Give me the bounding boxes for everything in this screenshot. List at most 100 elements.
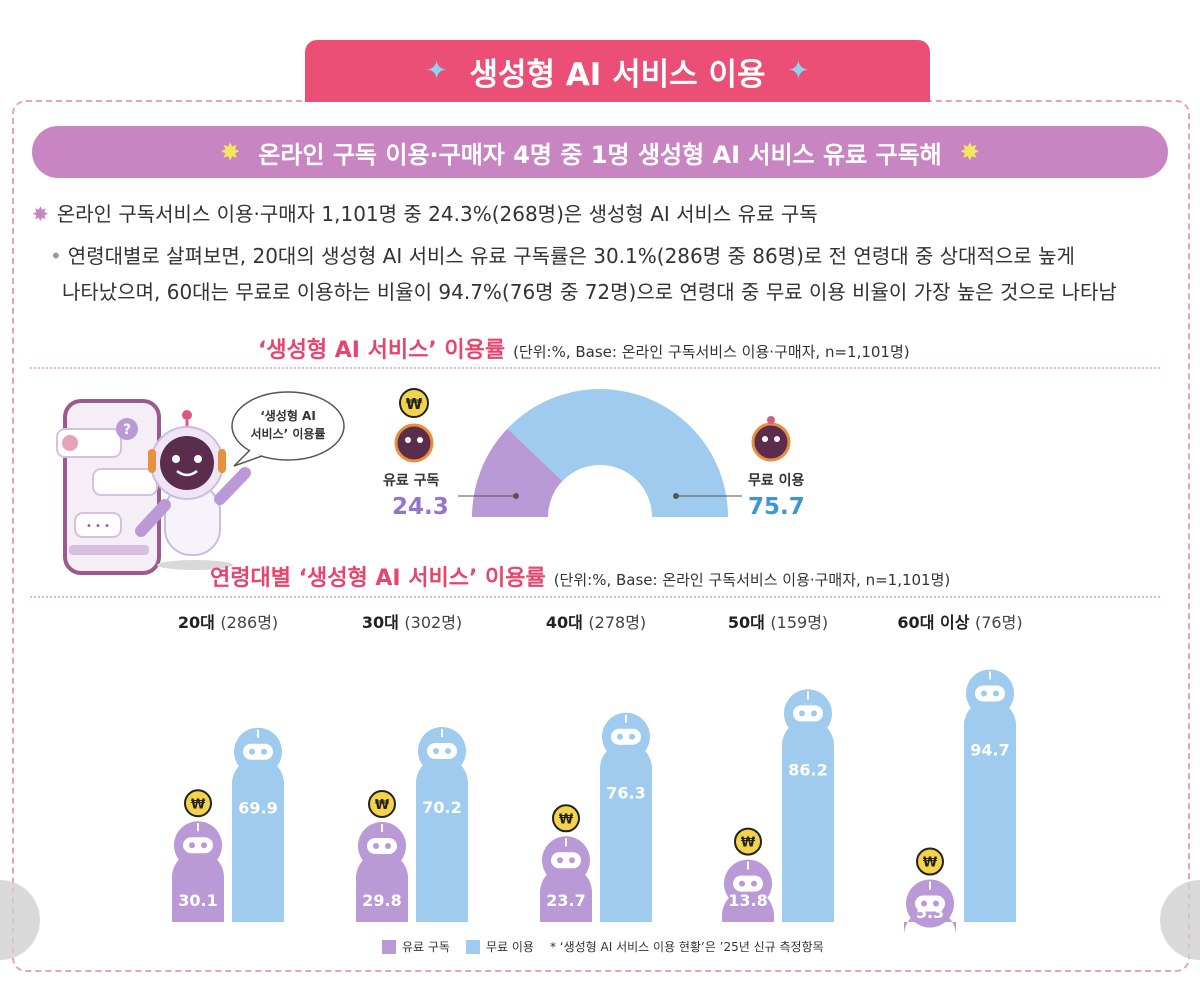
summary-bullet: ✸ 온라인 구독서비스 이용·구매자 1,101명 중 24.3%(268명)은 … bbox=[32, 198, 818, 227]
robot-eye bbox=[433, 748, 439, 755]
bar-value-paid: 30.1 bbox=[178, 891, 217, 910]
robot-eye bbox=[201, 842, 207, 849]
sparkle-icon: ✦ bbox=[787, 56, 810, 86]
section-title-text: 연령대별 ‘생성형 AI 서비스’ 이용률 bbox=[210, 566, 546, 591]
robot-face-icon bbox=[243, 743, 273, 760]
paid-value: 24.3 bbox=[392, 494, 449, 520]
bullet-dot-icon: • bbox=[50, 244, 62, 268]
bar-value-paid: 23.7 bbox=[546, 891, 585, 910]
sparkle-icon: ✦ bbox=[425, 56, 448, 86]
robot-eye bbox=[557, 857, 563, 864]
user-avatar-icon bbox=[62, 435, 78, 451]
robot-eye bbox=[933, 900, 939, 907]
overall-donut-chart bbox=[458, 389, 742, 517]
legend-label-free: 무료 이용 bbox=[485, 940, 534, 954]
robot-eye bbox=[751, 880, 757, 887]
coin-symbol: ₩ bbox=[375, 798, 390, 813]
legend-label-paid: 유료 구독 bbox=[402, 940, 450, 954]
headline-banner: ✸ 온라인 구독 이용·구매자 4명 중 1명 생성형 AI 서비스 유료 구독… bbox=[32, 126, 1168, 178]
robot-eye bbox=[993, 690, 999, 697]
robot-eye bbox=[373, 842, 379, 849]
section-title-age: 연령대별 ‘생성형 AI 서비스’ 이용률 (단위:%, Base: 온라인 구독… bbox=[210, 560, 950, 592]
robot-face-icon bbox=[733, 875, 763, 892]
bullet-flower-icon: ✸ bbox=[32, 202, 49, 226]
category-label: 50대 (159명) bbox=[728, 613, 828, 632]
robot-eye bbox=[739, 880, 745, 887]
section-title-text: ‘생성형 AI 서비스’ 이용률 bbox=[258, 338, 506, 363]
coin-symbol: ₩ bbox=[923, 856, 938, 871]
robot-face-icon bbox=[551, 852, 581, 869]
bar-free bbox=[782, 719, 834, 922]
question-icon bbox=[116, 418, 138, 440]
headline-text: 온라인 구독 이용·구매자 4명 중 1명 생성형 AI 서비스 유료 구독해 bbox=[258, 140, 942, 169]
coin-icon bbox=[368, 789, 396, 818]
robot-face-icon bbox=[183, 837, 213, 854]
coin-icon bbox=[184, 789, 212, 818]
robot-face-icon bbox=[915, 895, 945, 912]
robot-face-icon bbox=[367, 837, 397, 854]
robot-eye bbox=[981, 690, 987, 697]
speech-line-2: 서비스’ 이용률 bbox=[251, 426, 326, 441]
free-value: 75.7 bbox=[748, 494, 805, 520]
speech-line-1: ‘생성형 AI bbox=[260, 408, 316, 423]
question-mark: ? bbox=[123, 422, 131, 438]
donut-slice-paid bbox=[472, 428, 563, 517]
typing-dots: • • • bbox=[86, 521, 110, 532]
bar-value-paid: 29.8 bbox=[362, 891, 401, 910]
robot-eye bbox=[569, 857, 575, 864]
phone-robot-illustration: ? • • • bbox=[56, 399, 251, 575]
bar-free bbox=[600, 742, 652, 922]
legend-swatch-free bbox=[465, 939, 480, 954]
robot-eye bbox=[799, 710, 805, 717]
section-note: (단위:%, Base: 온라인 구독서비스 이용·구매자, n=1,101명) bbox=[553, 571, 951, 589]
robot-eye bbox=[445, 748, 451, 755]
robot-eye bbox=[385, 842, 391, 849]
robot-eye bbox=[261, 748, 267, 755]
robot-face-icon bbox=[611, 728, 641, 745]
detail-line-2: 나타났으며, 60대는 무료로 이용하는 비율이 94.7%(76명 중 72명… bbox=[62, 280, 1117, 304]
category-label: 40대 (278명) bbox=[546, 613, 646, 632]
robot-face-icon bbox=[793, 705, 823, 722]
divider bbox=[30, 367, 1160, 369]
robot-eye bbox=[629, 733, 635, 740]
bar-free bbox=[964, 699, 1016, 922]
page-title: ✦ 생성형 AI 서비스 이용 ✦ bbox=[305, 40, 930, 102]
chart-legend: 유료 구독 무료 이용 * ‘생성형 AI 서비스 이용 현황’은 ’25년 신… bbox=[382, 938, 824, 955]
coin-icon bbox=[916, 847, 944, 876]
category-label: 30대 (302명) bbox=[362, 613, 462, 632]
bar-value-free: 69.9 bbox=[238, 799, 277, 818]
robot-eye bbox=[811, 710, 817, 717]
antenna-icon bbox=[182, 410, 192, 420]
paid-robot-icon: ₩ bbox=[394, 388, 434, 463]
leader-dot-paid bbox=[513, 493, 519, 499]
typing-bubble-icon bbox=[74, 512, 122, 538]
robot-eye bbox=[921, 900, 927, 907]
coin-icon bbox=[734, 827, 762, 856]
bar-value-free: 86.2 bbox=[788, 760, 827, 779]
coin-symbol: ₩ bbox=[741, 836, 756, 851]
footnote: * ‘생성형 AI 서비스 이용 현황’은 ’25년 신규 측정항목 bbox=[549, 940, 824, 954]
free-robot-icon bbox=[751, 416, 791, 462]
bar-paid bbox=[356, 851, 408, 922]
section-title-overall: ‘생성형 AI 서비스’ 이용률 (단위:%, Base: 온라인 구독서비스 이… bbox=[258, 332, 910, 364]
bar-free bbox=[232, 757, 284, 922]
coin-symbol: ₩ bbox=[406, 395, 423, 413]
shadow bbox=[157, 560, 233, 570]
free-label: 무료 이용 bbox=[748, 473, 805, 489]
coin-symbol: ₩ bbox=[559, 812, 574, 827]
robot-face bbox=[160, 436, 214, 490]
summary-text: 온라인 구독서비스 이용·구매자 1,101명 중 24.3%(268명)은 생… bbox=[56, 202, 818, 226]
coin-symbol: ₩ bbox=[191, 797, 206, 812]
bar-value-paid: 5.3 bbox=[916, 903, 944, 922]
input-bar bbox=[69, 545, 149, 555]
bar-value-free: 70.2 bbox=[422, 798, 461, 817]
section-note: (단위:%, Base: 온라인 구독서비스 이용·구매자, n=1,101명) bbox=[513, 343, 910, 361]
category-label: 20대 (286명) bbox=[178, 613, 278, 632]
robot-face-icon bbox=[975, 685, 1005, 702]
speech-bubble: ‘생성형 AI 서비스’ 이용률 bbox=[231, 391, 345, 467]
bar-paid bbox=[172, 851, 225, 922]
robot-eye bbox=[617, 733, 623, 740]
coin-icon bbox=[399, 388, 429, 418]
detail-bullet: • 연령대별로 살펴보면, 20대의 생성형 AI 서비스 유료 구독률은 30.… bbox=[50, 238, 1160, 310]
